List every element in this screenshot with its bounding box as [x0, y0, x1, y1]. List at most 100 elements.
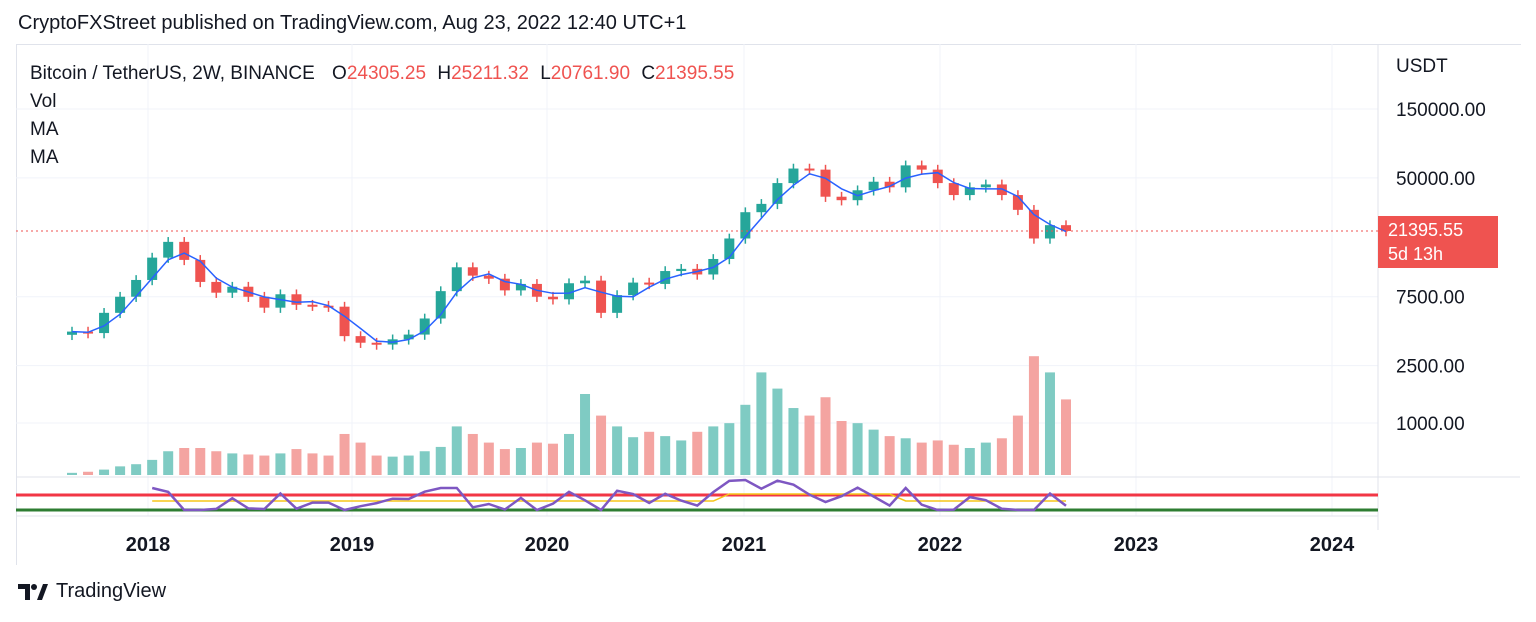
- volume-bar: [612, 426, 623, 475]
- candle-body[interactable]: [1044, 225, 1055, 239]
- candle-body[interactable]: [948, 183, 959, 196]
- chart-legend: Bitcoin / TetherUS, 2W, BINANCE O24305.2…: [30, 60, 734, 172]
- candle-body[interactable]: [996, 184, 1007, 196]
- candle-body[interactable]: [1061, 225, 1071, 232]
- candle-body[interactable]: [564, 283, 574, 300]
- candle-body[interactable]: [131, 279, 142, 297]
- volume-bar: [547, 443, 558, 475]
- candle-body[interactable]: [419, 318, 430, 335]
- volume-bar: [323, 455, 334, 475]
- candle-body[interactable]: [788, 168, 799, 184]
- volume-bar: [1012, 415, 1023, 475]
- volume-bar: [740, 404, 751, 475]
- volume-bar: [788, 408, 799, 475]
- candle-body[interactable]: [307, 304, 318, 307]
- candle-body[interactable]: [804, 168, 815, 171]
- candle-body[interactable]: [515, 283, 526, 291]
- x-tick-label: 2021: [722, 534, 767, 556]
- volume-bar: [820, 397, 831, 475]
- volume-bar: [756, 372, 767, 475]
- candle-body[interactable]: [756, 203, 767, 213]
- volume-bar: [211, 451, 222, 475]
- candle-body[interactable]: [724, 238, 735, 259]
- candle-body[interactable]: [147, 257, 158, 280]
- y-tick-label: 7500.00: [1396, 288, 1465, 309]
- candle-body[interactable]: [435, 291, 446, 319]
- candle-body[interactable]: [499, 278, 510, 291]
- volume-bar: [708, 426, 719, 475]
- symbol-label[interactable]: Bitcoin / TetherUS, 2W, BINANCE: [30, 63, 315, 84]
- candle-body[interactable]: [628, 282, 639, 296]
- candle-body[interactable]: [163, 241, 174, 258]
- footer-brand[interactable]: TradingView: [18, 580, 166, 603]
- candle-body[interactable]: [483, 275, 494, 279]
- candle-body[interactable]: [323, 305, 334, 308]
- volume-bar: [67, 472, 77, 475]
- x-tick-label: 2024: [1310, 534, 1355, 556]
- candle-body[interactable]: [676, 268, 687, 272]
- candle-body[interactable]: [371, 342, 382, 345]
- candle-body[interactable]: [339, 306, 350, 337]
- volume-bar: [660, 436, 671, 475]
- volume-bar: [531, 442, 542, 475]
- ma-line: [71, 171, 1067, 343]
- volume-bar: [483, 442, 494, 475]
- candle-body[interactable]: [227, 286, 238, 293]
- volume-bar: [628, 437, 639, 475]
- candle-body[interactable]: [195, 259, 206, 282]
- candle-body[interactable]: [660, 271, 671, 284]
- volume-bar: [692, 431, 703, 475]
- volume-bar: [163, 451, 174, 475]
- volume-bar: [371, 455, 382, 475]
- candle-body[interactable]: [900, 165, 911, 188]
- volume-bar: [804, 415, 815, 475]
- candle-body[interactable]: [99, 312, 110, 334]
- volume-bar: [451, 426, 462, 475]
- volume-bar: [499, 449, 510, 475]
- candle-body[interactable]: [772, 183, 783, 204]
- candle-body[interactable]: [964, 187, 975, 196]
- candle-body[interactable]: [259, 296, 270, 308]
- candle-body[interactable]: [403, 334, 414, 340]
- volume-bar: [275, 453, 286, 475]
- candle-body[interactable]: [740, 212, 751, 239]
- candle-body[interactable]: [67, 331, 77, 335]
- rsi-line: [151, 478, 1067, 512]
- candle-body[interactable]: [644, 282, 655, 285]
- indicator-ma-1[interactable]: MA: [30, 119, 59, 140]
- candle-body[interactable]: [211, 281, 222, 293]
- candle-body[interactable]: [868, 181, 879, 191]
- candle-body[interactable]: [980, 184, 991, 188]
- candle-body[interactable]: [836, 196, 847, 201]
- candle-body[interactable]: [467, 267, 478, 276]
- candle-body[interactable]: [1028, 209, 1039, 239]
- candle-body[interactable]: [291, 294, 302, 305]
- volume-bar: [932, 440, 943, 475]
- indicator-vol[interactable]: Vol: [30, 91, 57, 112]
- candle-body[interactable]: [275, 294, 286, 308]
- volume-bar: [996, 438, 1007, 475]
- x-tick-label: 2022: [918, 534, 963, 556]
- candle-body[interactable]: [612, 295, 623, 313]
- candle-body[interactable]: [580, 280, 591, 284]
- candle-body[interactable]: [932, 169, 943, 184]
- candle-body[interactable]: [916, 165, 927, 170]
- candle-body[interactable]: [115, 296, 126, 313]
- indicator-ma-2[interactable]: MA: [30, 147, 59, 168]
- last-price-value: 21395.55: [1388, 220, 1464, 240]
- candle-body[interactable]: [820, 169, 831, 197]
- candle-body[interactable]: [355, 336, 366, 343]
- volume-bar: [291, 449, 302, 475]
- high-label: H: [437, 63, 452, 84]
- volume-bar: [435, 446, 446, 475]
- candle-body[interactable]: [1012, 195, 1023, 210]
- candle-body[interactable]: [179, 241, 190, 260]
- candle-body[interactable]: [596, 280, 607, 313]
- candle-body[interactable]: [884, 181, 895, 188]
- candle-body[interactable]: [451, 267, 462, 292]
- candle-body[interactable]: [547, 296, 558, 300]
- volume-bar: [307, 453, 318, 475]
- open-label: O: [332, 63, 347, 84]
- volume-bar: [964, 448, 975, 475]
